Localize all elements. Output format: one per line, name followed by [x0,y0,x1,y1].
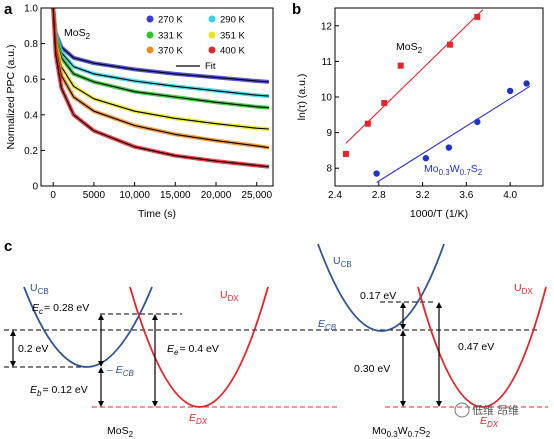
left-edx-label: EDX [189,412,208,426]
panel-a-xtick-label: 5000 [83,190,106,201]
panel-a-ytick-label: 0.6 [24,75,38,86]
panel-b-point-Mo03W07S2 [373,170,380,177]
panel-b-mos2-label: MoS2 [396,41,423,55]
right-ucb-parabola [317,243,445,332]
panel-a-xtick-label: 20,000 [201,190,232,201]
legend-label: 370 K [158,46,183,57]
left-gap-label: 0.2 eV [18,343,48,355]
panel-b-ytick-label: 10 [321,93,333,104]
left-ecb-label: – ECB [107,364,135,378]
panel-a-ytick-label: 0.8 [24,39,38,50]
panel-b-fit-Mo03W07S2 [376,85,531,183]
panel-b-point-Mo03W07S2 [523,80,530,87]
panel-b-xtick-label: 2.8 [372,190,386,201]
right-barrier-label: 0.17 eV [360,290,396,302]
legend-marker [208,15,216,23]
panel-a-legend: 270 K 290 K 331 K 351 K 370 K 400 K Fit [146,15,245,72]
panel-a-xtick-label: 15,000 [160,190,191,201]
right-udx-parabola [417,286,547,408]
panel-a-xtick-label: 0 [50,190,56,201]
left-udx-parabola [129,286,269,408]
legend-marker [146,15,154,23]
panel-b-point-Mo03W07S2 [474,118,481,126]
left-ucb-parabola [23,286,153,368]
panel-a-material-label: MoS2 [64,27,91,41]
panel-b-xlabel: 1000/T (1/K) [410,208,468,220]
right-edx-label: EDX [480,415,499,429]
right-gap-label: 0.30 eV [354,363,390,375]
panel-a: a 0 5000 10,000 15,000 20,000 25,000 0 0.2 0.4 0.… [4,1,274,220]
legend-label: 270 K [158,15,183,26]
panel-b-point-Mo03W07S2 [422,155,430,162]
panel-b-point-MoS2 [381,100,388,107]
panel-c: c UCB U [4,238,548,439]
watermark-text: 低维 昂维 [472,404,519,417]
panel-b-series-layer [342,9,531,183]
panel-b-point-MoS2 [342,150,349,157]
panel-b-xtick-label: 4.0 [503,190,517,201]
legend-marker [146,31,154,39]
panel-b-xtick-label: 3.2 [416,190,430,201]
panel-b-ytick-label: 12 [321,21,333,32]
panel-a-fit-400K [52,7,269,168]
left-udx-label: UDX [220,289,239,303]
panel-a-ytick-label: 0.4 [24,110,38,121]
panel-b-point-MoS2 [446,41,453,48]
panel-b: b 2.4 2.8 3.2 3.6 4.0 8 9 10 11 12 1000/T (1/K) l… [292,1,544,220]
right-ecb-label: ECB [318,318,337,332]
left-ucb-label: UCB [30,282,49,296]
panel-b-point-Mo03W07S2 [445,144,453,151]
panel-a-xtick-label: 25,000 [241,190,272,201]
left-ec-label: Ec= 0.28 eV [32,302,89,316]
panel-a-plot-frame [40,7,274,187]
legend-marker [208,46,216,54]
legend-marker [208,31,216,39]
right-title: Mo0.3W0.7S2 [372,425,431,439]
panel-a-ytick-label: 0.2 [24,146,38,157]
diagram-mos2: UCB UDX Ec= 0.28 eV 0.2 eV – ECB Ee= 0.4… [4,282,538,439]
left-eb-label: Eb= 0.12 eV [30,384,88,398]
legend-label: 400 K [220,46,245,57]
right-udx-label: UDX [514,282,533,296]
right-total-label: 0.47 eV [458,341,494,353]
panel-a-series-layer [51,7,270,169]
panel-b-ylabel: ln(τ) (a.u.) [296,74,308,121]
panel-c-letter: c [4,238,12,255]
panel-a-ytick-label: 0 [32,182,38,193]
panel-a-ticks: 0 5000 10,000 15,000 20,000 25,000 0 0.2 0.4 0.6 0… [24,4,272,202]
panel-b-point-MoS2 [474,13,481,20]
diagram-alloy: UCB UDX 0.17 eV ECB 0.30 eV 0.47 eV EDX … [317,243,548,439]
left-title: MoS2 [107,425,134,439]
legend-label: 351 K [220,31,245,42]
panel-b-alloy-label: Mo0.3W0.7S2 [424,163,483,177]
panel-b-ytick-label: 11 [322,57,333,68]
legend-marker [146,46,154,54]
panel-a-ytick-label: 1.0 [24,4,38,15]
panel-b-letter: b [292,1,301,18]
panel-b-point-Mo03W07S2 [506,87,514,95]
right-ucb-label: UCB [333,255,352,269]
panel-b-point-MoS2 [397,62,404,69]
left-ee-label: Ee= 0.4 eV [167,343,219,357]
panel-b-ytick-label: 9 [326,128,332,139]
panel-b-point-MoS2 [364,120,371,127]
left-ec-arrowheads [98,314,104,367]
panel-b-xtick-label: 2.4 [328,190,342,201]
panel-a-xlabel: Time (s) [138,208,176,220]
watermark-icon [454,402,470,418]
panel-a-xtick-label: 10,000 [119,190,150,201]
panel-b-xtick-label: 3.6 [459,190,473,201]
legend-label: 331 K [158,31,183,42]
panel-b-ticks: 2.4 2.8 3.2 3.6 4.0 8 9 10 11 12 [321,21,518,201]
legend-label: 290 K [220,15,245,26]
right-barrier-arrowheads [400,302,406,330]
panel-a-ylabel: Normalized PPC (a.u.) [5,44,17,149]
panel-a-letter: a [4,1,13,18]
legend-label: Fit [205,61,216,72]
panel-b-ytick-label: 8 [326,164,332,175]
